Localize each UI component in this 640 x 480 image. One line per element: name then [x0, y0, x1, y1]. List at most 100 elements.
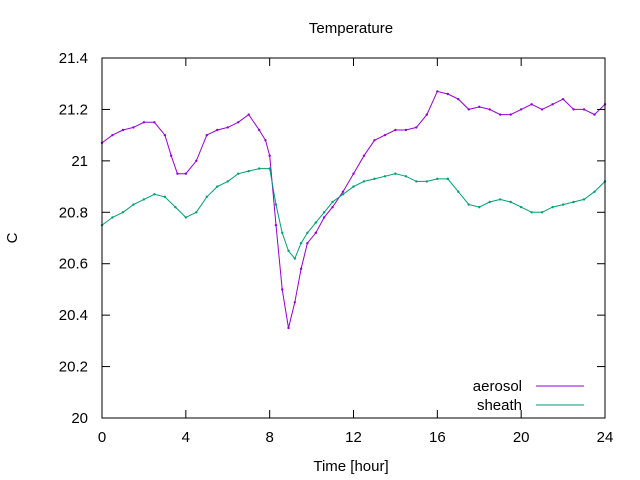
data-point-sheath	[274, 203, 278, 206]
data-point-aerosol	[478, 105, 481, 109]
data-point-sheath	[331, 200, 334, 204]
data-point-aerosol	[281, 288, 284, 291]
data-point-aerosol	[509, 113, 512, 116]
data-point-aerosol	[352, 172, 355, 175]
data-point-sheath	[322, 211, 326, 214]
data-point-aerosol	[306, 241, 309, 245]
data-point-aerosol	[142, 121, 146, 124]
x-tick-label: 24	[597, 429, 614, 446]
data-point-sheath	[195, 211, 198, 214]
data-point-sheath	[205, 195, 208, 199]
data-point-sheath	[530, 211, 533, 214]
data-point-aerosol	[488, 108, 491, 111]
data-point-sheath	[247, 169, 250, 173]
data-point-sheath	[373, 177, 376, 181]
data-point-sheath	[467, 203, 470, 206]
data-point-sheath	[446, 177, 450, 181]
data-point-aerosol	[499, 113, 502, 116]
data-point-aerosol	[582, 108, 586, 111]
data-point-sheath	[362, 180, 366, 183]
y-tick-label: 21.2	[59, 101, 88, 118]
y-tick-label: 21.4	[59, 50, 88, 67]
data-point-sheath	[352, 185, 355, 188]
data-point-aerosol	[415, 126, 418, 129]
data-point-aerosol	[299, 267, 303, 271]
data-point-aerosol	[457, 97, 460, 101]
series-line-aerosol	[101, 90, 606, 329]
data-point-aerosol	[404, 128, 408, 132]
data-point-aerosol	[362, 154, 366, 157]
data-point-sheath	[257, 167, 261, 170]
data-point-aerosol	[195, 159, 198, 163]
data-point-sheath	[499, 198, 502, 201]
data-point-aerosol	[169, 154, 173, 157]
data-point-aerosol	[287, 326, 290, 330]
plot-frame	[101, 57, 606, 419]
data-point-aerosol	[121, 128, 125, 132]
x-tick-label: 16	[429, 429, 446, 446]
data-point-sheath	[306, 231, 309, 235]
data-point-sheath	[281, 231, 284, 235]
data-point-sheath	[163, 195, 167, 199]
data-point-sheath	[216, 185, 219, 188]
data-point-sheath	[582, 198, 586, 201]
data-point-sheath	[457, 190, 460, 193]
data-point-aerosol	[373, 139, 376, 142]
data-point-sheath	[436, 177, 439, 181]
data-point-sheath	[268, 167, 271, 170]
data-point-sheath	[153, 193, 156, 196]
data-point-sheath	[593, 190, 596, 193]
data-point-sheath	[478, 205, 481, 209]
data-point-aerosol	[176, 172, 179, 175]
y-axis-title: C	[4, 232, 21, 243]
y-tick-label: 20.4	[59, 307, 88, 324]
axis-ticks: 0 4 8 12 16 20 24 20 20.2 20.4 20.6 20.8 21 21.2 21.4	[59, 50, 614, 446]
data-point-sheath	[572, 200, 575, 204]
data-point-aerosol	[530, 103, 533, 106]
data-point-sheath	[404, 175, 408, 178]
data-point-aerosol	[331, 205, 334, 209]
data-point-aerosol	[184, 172, 188, 175]
data-point-sheath	[287, 249, 290, 253]
y-tick-label: 20	[71, 410, 88, 427]
legend-label-sheath: sheath	[477, 397, 522, 414]
data-point-aerosol	[561, 97, 565, 101]
data-point-aerosol	[264, 139, 267, 142]
data-point-aerosol	[216, 128, 219, 132]
data-point-aerosol	[274, 223, 278, 227]
x-tick-label: 20	[513, 429, 530, 446]
data-point-aerosol	[111, 133, 114, 137]
data-point-aerosol	[314, 231, 317, 235]
y-tick-label: 20.6	[59, 256, 88, 273]
chart-title: Temperature	[309, 20, 393, 37]
data-point-aerosol	[383, 133, 387, 137]
y-tick-label: 20.8	[59, 204, 88, 221]
legend: aerosol sheath	[473, 378, 584, 414]
data-point-sheath	[509, 200, 512, 204]
data-point-sheath	[540, 211, 544, 214]
data-point-sheath	[551, 205, 554, 209]
data-point-sheath	[299, 241, 303, 245]
data-point-sheath	[519, 205, 523, 209]
data-point-aerosol	[551, 103, 554, 106]
data-point-aerosol	[519, 108, 523, 111]
data-point-sheath	[488, 200, 491, 204]
data-point-aerosol	[425, 113, 429, 116]
data-point-sheath	[111, 216, 114, 219]
data-point-aerosol	[322, 216, 326, 219]
data-point-aerosol	[153, 121, 156, 124]
x-tick-label: 8	[265, 429, 273, 446]
data-point-sheath	[293, 257, 297, 260]
data-point-aerosol	[593, 113, 596, 116]
data-point-sheath	[226, 180, 229, 183]
data-point-sheath	[425, 180, 429, 183]
data-point-aerosol	[341, 190, 345, 193]
x-axis-title: Time [hour]	[313, 458, 388, 475]
data-point-aerosol	[540, 108, 544, 111]
data-point-sheath	[121, 211, 125, 214]
data-point-aerosol	[226, 126, 229, 129]
data-point-aerosol	[293, 301, 297, 304]
data-point-aerosol	[163, 133, 167, 137]
data-point-aerosol	[237, 121, 240, 124]
